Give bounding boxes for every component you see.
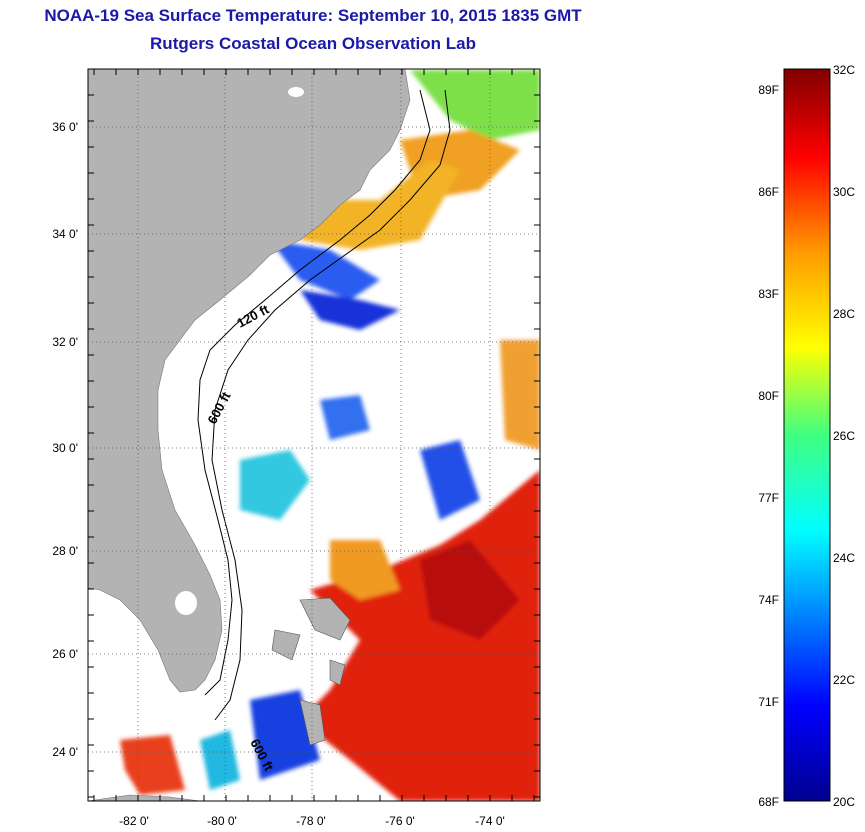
lat-label-32: 32 0' <box>52 335 78 349</box>
land-bahamas <box>271 597 351 746</box>
lon-label-82: -82 0' <box>119 814 149 828</box>
colorbar-f-89: 89F <box>758 83 779 97</box>
lon-label-74: -74 0' <box>475 814 505 828</box>
colorbar-f-86: 86F <box>758 185 779 199</box>
colorbar-c-28: 28C <box>833 307 855 321</box>
map-grid <box>88 69 540 801</box>
colorbar-c-22: 22C <box>833 673 855 687</box>
land-mainland <box>88 69 411 693</box>
colorbar-c-26: 26C <box>833 429 855 443</box>
lat-label-30: 30 0' <box>52 441 78 455</box>
colorbar-c-30: 30C <box>833 185 855 199</box>
lon-label-80: -80 0' <box>207 814 237 828</box>
lat-label-24: 24 0' <box>52 745 78 759</box>
map-tick-marks <box>88 68 540 801</box>
colorbar-f-80: 80F <box>758 389 779 403</box>
colorbar-f-68: 68F <box>758 795 779 809</box>
map-subtitle: Rutgers Coastal Ocean Observation Lab <box>150 34 476 53</box>
map-area: 120 ft 600 ft 600 ft <box>88 69 540 801</box>
lat-label-34: 34 0' <box>52 227 78 241</box>
lon-label-78: -78 0' <box>296 814 326 828</box>
colorbar-c-32: 32C <box>833 63 855 77</box>
lat-label-36: 36 0' <box>52 120 78 134</box>
map-title: NOAA-19 Sea Surface Temperature: Septemb… <box>44 6 582 25</box>
colorbar-f-71: 71F <box>758 695 779 709</box>
isobath-120ft <box>197 89 431 696</box>
lat-label-26: 26 0' <box>52 647 78 661</box>
colorbar-c-24: 24C <box>833 551 855 565</box>
colorbar-f-74: 74F <box>758 593 779 607</box>
colorbar-f-77: 77F <box>758 491 779 505</box>
lat-label-28: 28 0' <box>52 544 78 558</box>
colorbar-c-20: 20C <box>833 795 855 809</box>
colorbar-f-83: 83F <box>758 287 779 301</box>
lake-okeechobee <box>175 591 197 615</box>
isobath-600ft <box>211 89 451 721</box>
lon-label-76: -76 0' <box>385 814 415 828</box>
sound-lake <box>288 87 304 97</box>
temperature-colorbar <box>783 68 831 802</box>
